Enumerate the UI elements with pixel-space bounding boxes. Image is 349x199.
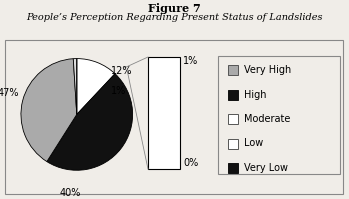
Text: Very Low: Very Low xyxy=(244,163,288,173)
Text: People’s Perception Regarding Present Status of Landslides: People’s Perception Regarding Present St… xyxy=(26,13,322,22)
Text: 1%: 1% xyxy=(183,56,198,66)
Bar xyxy=(148,57,180,169)
Bar xyxy=(228,90,238,100)
Bar xyxy=(228,114,238,124)
Bar xyxy=(218,56,340,174)
Text: High: High xyxy=(244,90,267,100)
Text: 12%: 12% xyxy=(111,66,133,76)
Text: Low: Low xyxy=(244,139,263,148)
Bar xyxy=(228,163,238,173)
Wedge shape xyxy=(21,59,77,162)
Text: 0%: 0% xyxy=(183,158,198,168)
Bar xyxy=(5,40,343,194)
Wedge shape xyxy=(47,74,133,170)
Text: 1%: 1% xyxy=(111,86,127,96)
Bar xyxy=(228,139,238,148)
Text: Very High: Very High xyxy=(244,65,291,75)
Wedge shape xyxy=(77,59,115,114)
Text: 40%: 40% xyxy=(59,188,81,198)
Text: Moderate: Moderate xyxy=(244,114,290,124)
Wedge shape xyxy=(73,59,77,114)
Text: 47%: 47% xyxy=(0,88,19,98)
Text: Figure 7: Figure 7 xyxy=(148,3,200,14)
Bar xyxy=(228,65,238,75)
